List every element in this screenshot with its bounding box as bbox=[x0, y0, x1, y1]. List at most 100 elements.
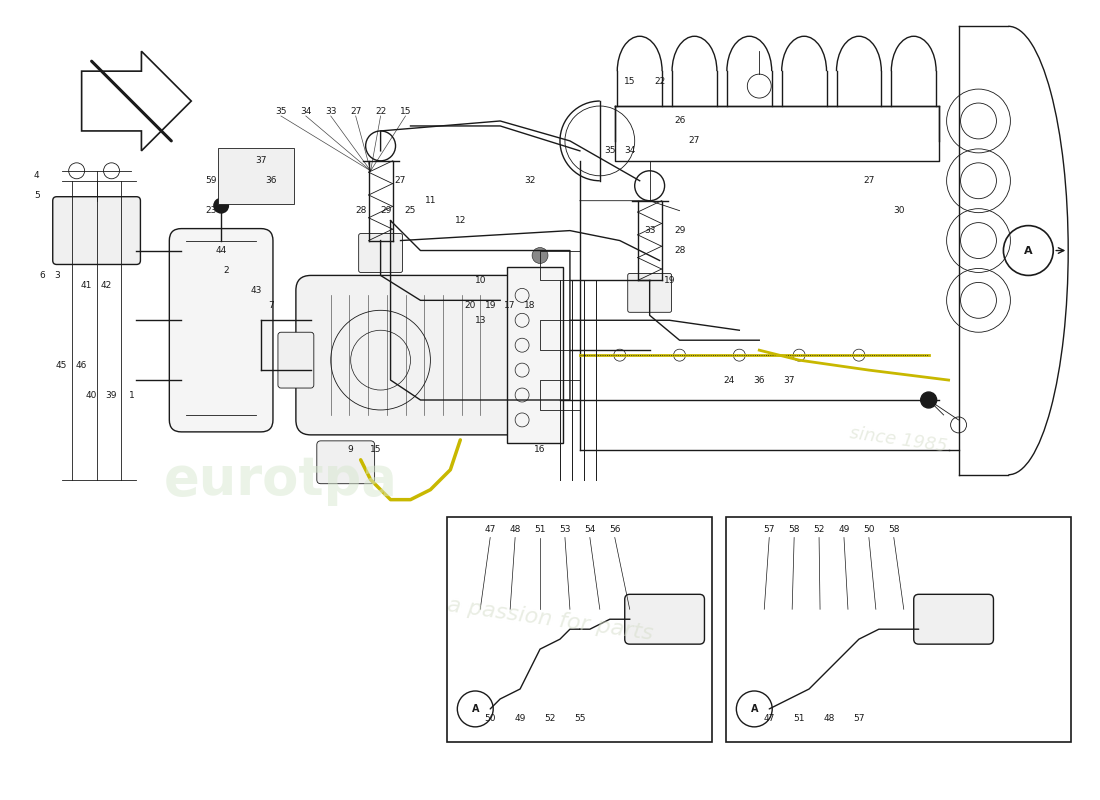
Text: 10: 10 bbox=[474, 276, 486, 285]
Text: 11: 11 bbox=[425, 196, 437, 205]
Text: A: A bbox=[472, 704, 478, 714]
FancyBboxPatch shape bbox=[914, 594, 993, 644]
Text: 15: 15 bbox=[370, 446, 382, 454]
Text: A: A bbox=[1024, 246, 1033, 255]
FancyBboxPatch shape bbox=[507, 267, 563, 443]
Text: 28: 28 bbox=[674, 246, 685, 255]
Text: 37: 37 bbox=[783, 375, 795, 385]
FancyBboxPatch shape bbox=[218, 148, 294, 204]
FancyBboxPatch shape bbox=[726, 517, 1071, 742]
Text: 33: 33 bbox=[324, 106, 337, 115]
Text: 27: 27 bbox=[689, 137, 701, 146]
Text: 22: 22 bbox=[375, 106, 386, 115]
Text: 51: 51 bbox=[793, 714, 805, 723]
Text: 15: 15 bbox=[399, 106, 411, 115]
Text: 53: 53 bbox=[559, 525, 571, 534]
Text: 25: 25 bbox=[405, 206, 416, 215]
Text: 17: 17 bbox=[505, 301, 516, 310]
Text: 42: 42 bbox=[101, 281, 112, 290]
Text: 43: 43 bbox=[251, 286, 262, 295]
Text: 26: 26 bbox=[674, 117, 685, 126]
Text: a passion for parts: a passion for parts bbox=[446, 595, 654, 643]
Text: 12: 12 bbox=[454, 216, 466, 225]
Text: 27: 27 bbox=[864, 176, 874, 186]
Circle shape bbox=[921, 392, 937, 408]
Text: 2: 2 bbox=[223, 266, 229, 275]
Text: 13: 13 bbox=[474, 316, 486, 325]
Text: 52: 52 bbox=[813, 525, 825, 534]
FancyBboxPatch shape bbox=[53, 197, 141, 265]
Text: 27: 27 bbox=[350, 106, 362, 115]
Circle shape bbox=[532, 318, 548, 334]
Circle shape bbox=[532, 247, 548, 263]
FancyBboxPatch shape bbox=[625, 594, 704, 644]
Text: since 1985: since 1985 bbox=[849, 424, 949, 456]
Text: 29: 29 bbox=[674, 226, 685, 235]
Text: 47: 47 bbox=[763, 714, 774, 723]
Text: 48: 48 bbox=[509, 525, 520, 534]
Text: 30: 30 bbox=[893, 206, 904, 215]
Text: 35: 35 bbox=[604, 146, 616, 155]
Text: 3: 3 bbox=[54, 271, 59, 280]
Circle shape bbox=[213, 198, 229, 214]
Text: 16: 16 bbox=[535, 446, 546, 454]
Text: 56: 56 bbox=[609, 525, 620, 534]
FancyBboxPatch shape bbox=[296, 275, 525, 435]
Text: 49: 49 bbox=[515, 714, 526, 723]
Text: 18: 18 bbox=[525, 301, 536, 310]
Text: 29: 29 bbox=[379, 206, 392, 215]
Text: 44: 44 bbox=[216, 246, 227, 255]
Text: 41: 41 bbox=[81, 281, 92, 290]
Text: 35: 35 bbox=[275, 106, 287, 115]
Text: 34: 34 bbox=[624, 146, 636, 155]
Text: eurotpa: eurotpa bbox=[164, 454, 398, 506]
Circle shape bbox=[532, 377, 548, 393]
Text: 58: 58 bbox=[888, 525, 900, 534]
Text: 23: 23 bbox=[206, 206, 217, 215]
Text: 36: 36 bbox=[754, 375, 764, 385]
Text: 32: 32 bbox=[525, 176, 536, 186]
Text: 48: 48 bbox=[823, 714, 835, 723]
FancyBboxPatch shape bbox=[359, 234, 403, 273]
Text: 4: 4 bbox=[34, 171, 40, 180]
FancyBboxPatch shape bbox=[278, 332, 314, 388]
Text: 9: 9 bbox=[348, 446, 353, 454]
Text: 45: 45 bbox=[56, 361, 67, 370]
Text: 20: 20 bbox=[464, 301, 476, 310]
Text: 5: 5 bbox=[34, 191, 40, 200]
Text: 33: 33 bbox=[644, 226, 656, 235]
Text: 6: 6 bbox=[39, 271, 45, 280]
Text: 27: 27 bbox=[395, 176, 406, 186]
Text: 55: 55 bbox=[574, 714, 585, 723]
Text: 50: 50 bbox=[864, 525, 874, 534]
Text: 34: 34 bbox=[300, 106, 311, 115]
Text: 52: 52 bbox=[544, 714, 556, 723]
Text: 15: 15 bbox=[624, 77, 636, 86]
Text: 58: 58 bbox=[789, 525, 800, 534]
Text: 57: 57 bbox=[763, 525, 776, 534]
FancyBboxPatch shape bbox=[628, 274, 672, 312]
Text: 46: 46 bbox=[76, 361, 87, 370]
Text: 1: 1 bbox=[129, 390, 134, 399]
Text: 49: 49 bbox=[838, 525, 849, 534]
Text: 19: 19 bbox=[663, 276, 675, 285]
FancyBboxPatch shape bbox=[169, 229, 273, 432]
Text: 40: 40 bbox=[86, 390, 97, 399]
Text: 36: 36 bbox=[265, 176, 277, 186]
Text: 7: 7 bbox=[268, 301, 274, 310]
Text: 51: 51 bbox=[535, 525, 546, 534]
Text: 24: 24 bbox=[724, 375, 735, 385]
Text: 57: 57 bbox=[854, 714, 865, 723]
Text: 19: 19 bbox=[484, 301, 496, 310]
Text: 54: 54 bbox=[584, 525, 595, 534]
FancyBboxPatch shape bbox=[317, 441, 375, 484]
Text: 59: 59 bbox=[206, 176, 217, 186]
Text: A: A bbox=[750, 704, 758, 714]
FancyBboxPatch shape bbox=[448, 517, 713, 742]
Text: 47: 47 bbox=[484, 525, 496, 534]
Text: 39: 39 bbox=[106, 390, 118, 399]
Text: 50: 50 bbox=[484, 714, 496, 723]
Text: 22: 22 bbox=[654, 77, 666, 86]
Text: 37: 37 bbox=[255, 156, 267, 166]
Text: 28: 28 bbox=[355, 206, 366, 215]
